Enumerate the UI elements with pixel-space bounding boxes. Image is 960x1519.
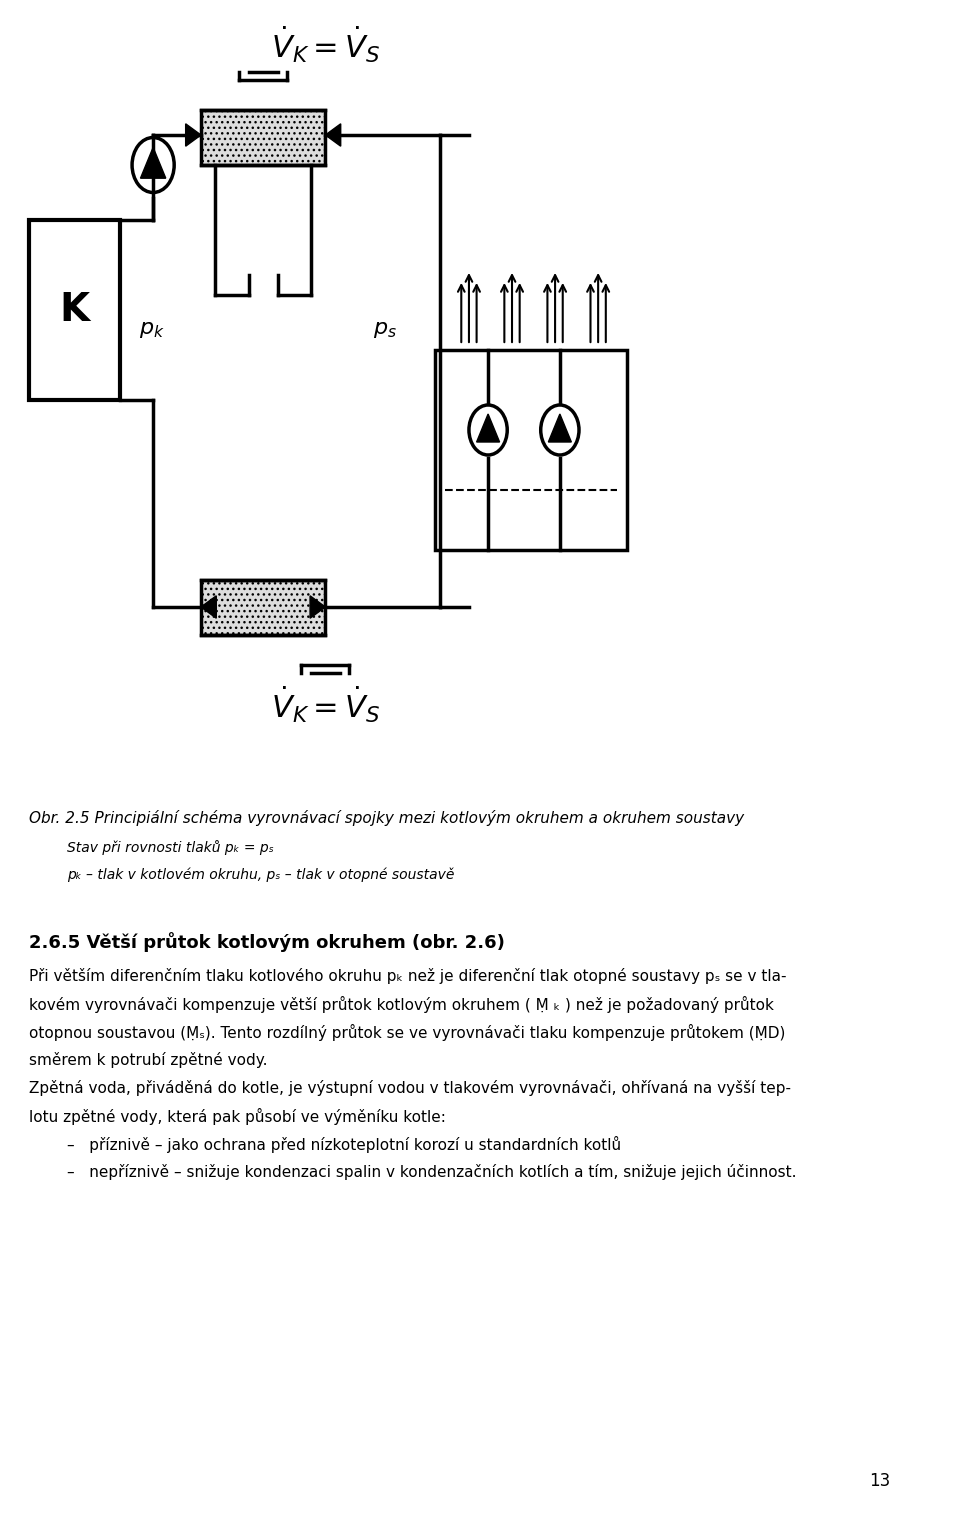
Text: –   příznivě – jako ochrana před nízkoteplotní korozí u standardních kotlů: – příznivě – jako ochrana před nízkotepl… bbox=[67, 1136, 621, 1153]
Bar bbox=[436, 349, 627, 550]
Polygon shape bbox=[140, 147, 166, 178]
Ellipse shape bbox=[540, 406, 579, 456]
Ellipse shape bbox=[132, 138, 174, 193]
Polygon shape bbox=[201, 595, 216, 618]
Text: Obr. 2.5 Principiální schéma vyrovnávací spojky mezi kotlovým okruhem a okruhem : Obr. 2.5 Principiální schéma vyrovnávací… bbox=[29, 810, 744, 826]
Text: Stav při rovnosti tlaků pₖ = pₛ: Stav při rovnosti tlaků pₖ = pₛ bbox=[67, 840, 274, 855]
Text: Zpětná voda, přiváděná do kotle, je výstupní vodou v tlakovém vyrovnávači, ohřív: Zpětná voda, přiváděná do kotle, je výst… bbox=[29, 1080, 791, 1097]
Text: 13: 13 bbox=[869, 1472, 890, 1490]
Bar bbox=[201, 580, 325, 635]
Text: Při větším diferenčním tlaku kotlového okruhu pₖ než je diferenční tlak otopné s: Při větším diferenčním tlaku kotlového o… bbox=[29, 968, 786, 984]
Text: směrem k potrubí zpětné vody.: směrem k potrubí zpětné vody. bbox=[29, 1053, 267, 1068]
Polygon shape bbox=[548, 415, 571, 442]
Text: $\dot{V}_K = \dot{V}_S$: $\dot{V}_K = \dot{V}_S$ bbox=[271, 24, 380, 65]
Text: $p_s$: $p_s$ bbox=[373, 321, 397, 340]
Text: 2.6.5 Větší průtok kotlovým okruhem (obr. 2.6): 2.6.5 Větší průtok kotlovým okruhem (obr… bbox=[29, 933, 505, 952]
Text: $p_k$: $p_k$ bbox=[139, 321, 164, 340]
Polygon shape bbox=[310, 595, 325, 618]
Bar bbox=[201, 109, 325, 166]
Text: K: K bbox=[60, 292, 89, 330]
Polygon shape bbox=[325, 125, 341, 146]
Text: –   nepříznivě – snižuje kondenzaci spalin v kondenzačních kotlích a tím, snižuj: – nepříznivě – snižuje kondenzaci spalin… bbox=[67, 1164, 797, 1180]
Text: pₖ – tlak v kotlovém okruhu, pₛ – tlak v otopné soustavě: pₖ – tlak v kotlovém okruhu, pₛ – tlak v… bbox=[67, 867, 454, 883]
Text: kovém vyrovnávači kompenzuje větší průtok kotlovým okruhem ( Ṃ ₖ ) než je požado: kovém vyrovnávači kompenzuje větší průto… bbox=[29, 996, 774, 1013]
Text: otopnou soustavou (Ṃₛ). Tento rozdílný průtok se ve vyrovnávači tlaku kompenzuje: otopnou soustavou (Ṃₛ). Tento rozdílný p… bbox=[29, 1024, 785, 1041]
Ellipse shape bbox=[468, 406, 507, 456]
Bar bbox=[29, 220, 120, 399]
Text: $\dot{V}_K = \dot{V}_S$: $\dot{V}_K = \dot{V}_S$ bbox=[271, 685, 380, 726]
Text: lotu zpětné vody, která pak působí ve výměníku kotle:: lotu zpětné vody, která pak působí ve vý… bbox=[29, 1107, 445, 1126]
Polygon shape bbox=[476, 415, 499, 442]
Polygon shape bbox=[185, 125, 201, 146]
